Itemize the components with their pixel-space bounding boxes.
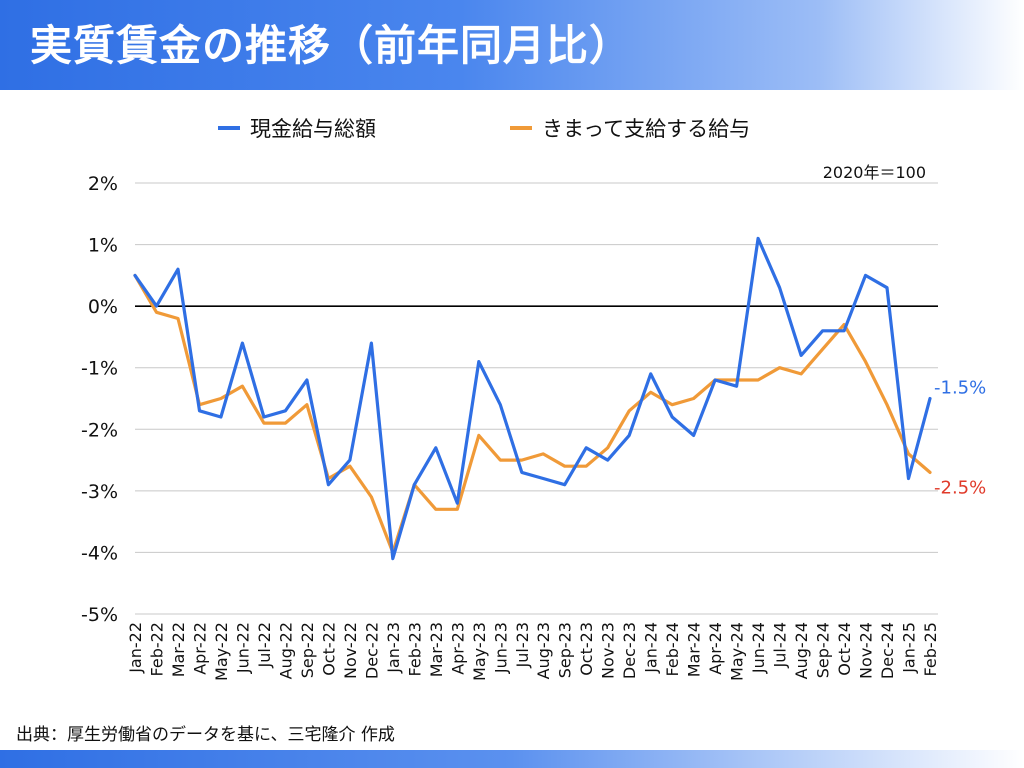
x-tick-label: Jun-23: [491, 622, 510, 674]
bottom-bar: [0, 750, 1024, 768]
y-tick-label: 1%: [88, 235, 118, 257]
x-tick-label: Jan-25: [900, 622, 919, 674]
x-tick-label: Jun-24: [749, 622, 768, 674]
y-tick-label: -2%: [81, 419, 118, 441]
x-tick-label: Feb-24: [663, 622, 682, 676]
grid: [135, 182, 938, 615]
series-line-total: [133, 236, 932, 561]
x-tick-label: Mar-23: [427, 622, 446, 677]
x-tick-label: May-24: [728, 622, 747, 681]
base-year-note: 2020年＝100: [823, 163, 926, 182]
x-tick-label: Oct-22: [319, 622, 338, 676]
end-label-fixed: -2.5%: [934, 477, 986, 498]
line-chart: 現金給与総額 きまって支給する給与 2020年＝100 2% 1% 0% -1% -2%…: [81, 117, 986, 681]
x-tick-label: Aug-22: [276, 622, 295, 679]
x-tick-label: Jul-24: [771, 622, 790, 668]
y-tick-label: -5%: [81, 604, 118, 626]
x-tick-label: Feb-22: [147, 622, 166, 676]
x-tick-label: Jul-23: [513, 622, 532, 668]
legend: 現金給与総額 きまって支給する給与: [218, 117, 750, 141]
x-tick-label: May-22: [212, 622, 231, 681]
x-tick-label: Sep-22: [298, 622, 317, 678]
x-tick-label: Jan-24: [642, 622, 661, 674]
x-tick-label: Jul-22: [255, 622, 274, 668]
y-tick-label: -1%: [81, 358, 118, 380]
x-tick-label: Sep-24: [814, 622, 833, 678]
series-line-fixed: [133, 273, 932, 555]
x-tick-label: Feb-23: [405, 622, 424, 676]
x-tick-label: Jun-22: [233, 622, 252, 674]
y-tick-label: -3%: [81, 481, 118, 503]
y-tick-label: 2%: [88, 173, 118, 195]
legend-label-total: 現金給与総額: [250, 117, 376, 141]
x-tick-label: Nov-24: [857, 622, 876, 679]
legend-label-fixed: きまって支給する給与: [542, 117, 750, 141]
x-tick-label: Dec-23: [620, 622, 639, 679]
x-tick-label: Oct-23: [577, 622, 596, 676]
end-label-total: -1.5%: [934, 378, 986, 399]
y-tick-label: 0%: [88, 296, 118, 318]
x-tick-label: Aug-24: [792, 622, 811, 679]
x-tick-label: Mar-22: [169, 622, 188, 677]
y-axis: 2% 1% 0% -1% -2% -3% -4% -5%: [81, 173, 118, 626]
y-tick-label: -4%: [81, 542, 118, 564]
x-axis: Jan-22 Feb-22 Mar-22 Apr-22 May-22 Jun-22 Jul-…: [126, 622, 940, 681]
title-bar: 実質賃金の推移（前年同月比）: [0, 0, 1024, 90]
x-tick-label: Apr-23: [448, 622, 467, 675]
x-tick-label: Dec-24: [878, 622, 897, 679]
x-tick-label: Apr-24: [706, 622, 725, 675]
x-tick-label: Feb-25: [921, 622, 940, 676]
x-tick-label: Aug-23: [534, 622, 553, 679]
x-tick-label: Mar-24: [685, 622, 704, 677]
series-lines: [133, 236, 932, 561]
source-note: 出典：厚生労働省のデータを基に、三宅隆介 作成: [16, 725, 395, 745]
x-tick-label: Sep-23: [556, 622, 575, 678]
x-tick-label: Apr-22: [190, 622, 209, 675]
x-tick-label: Oct-24: [835, 622, 854, 676]
x-tick-label: Nov-23: [599, 622, 618, 679]
x-tick-label: Jan-22: [126, 622, 145, 674]
x-tick-label: Nov-22: [341, 622, 360, 679]
x-tick-label: Dec-22: [362, 622, 381, 679]
x-tick-label: Jan-23: [384, 622, 403, 674]
page-title: 実質賃金の推移（前年同月比）: [30, 21, 633, 70]
end-labels: -1.5% -2.5%: [934, 378, 986, 499]
x-tick-label: May-23: [470, 622, 489, 681]
